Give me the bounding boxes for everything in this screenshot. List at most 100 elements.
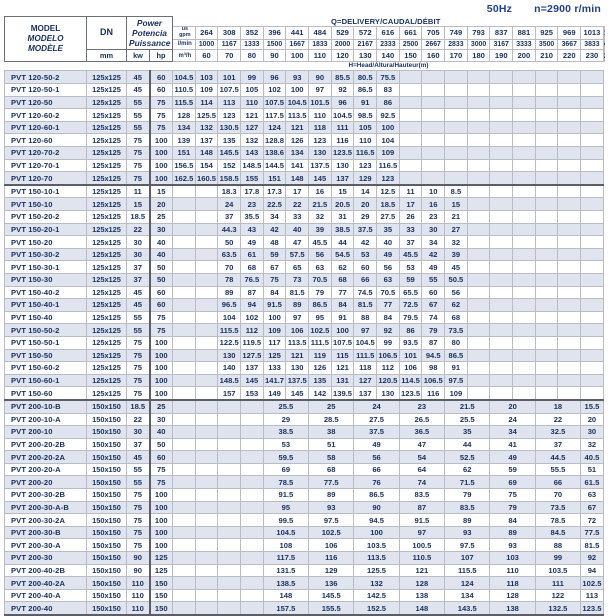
cell-head-value: 126 xyxy=(308,361,332,375)
cell-model: PVT 150-60 xyxy=(4,386,87,401)
cell-head-value: 148 xyxy=(262,588,310,603)
cell-empty xyxy=(512,373,536,388)
table-row[interactable]: PVT 150-40-1 125x125 45 60 96.5 94 91.5 89 86.5 8… xyxy=(4,298,605,312)
cell-head-value: 93 xyxy=(444,525,491,540)
table-row[interactable]: PVT 200-20 150x150 55 75 78.5 77.5 76 74 71.5 69 6… xyxy=(4,475,605,490)
cell-head-value: 18.3 xyxy=(217,183,242,199)
table-row[interactable]: PVT 200-10 150x150 30 40 38.5 38 37.5 36.5 35 34 3… xyxy=(4,425,605,439)
cell-head-value: 84 xyxy=(262,285,287,300)
cell-empty xyxy=(580,285,604,300)
cell-empty xyxy=(217,462,242,477)
cell-dn: 125x125 xyxy=(86,133,127,148)
unit-m3h: m³/h xyxy=(172,49,196,63)
cell-hp: 150 xyxy=(148,588,173,603)
table-row[interactable]: PVT 150-20-2 125x125 18.5 25 37 35.5 34 33 32 31 2… xyxy=(4,210,605,224)
table-row[interactable]: PVT 150-50 125x125 75 100 130 127.5 125 121 119 1… xyxy=(4,348,605,363)
cell-head-value: 109 xyxy=(262,323,287,337)
cell-head-value: 59 xyxy=(398,273,423,287)
table-row[interactable]: PVT 200-30-A 150x150 75 100 108 106 103.5 100.5… xyxy=(4,538,605,553)
cell-empty xyxy=(466,95,491,110)
table-row[interactable]: PVT 200-30-B 150x150 75 100 104.5 102.5 100 97 9… xyxy=(4,525,605,540)
cell-head-value: 12.5 xyxy=(376,183,400,199)
table-row[interactable]: PVT 150-20 125x125 30 40 50 49 48 47 45.5 44 42 40 3… xyxy=(4,235,605,249)
cell-empty xyxy=(557,158,582,173)
cell-head-value: 137 xyxy=(240,361,264,375)
cell-kw: 11 xyxy=(126,183,150,199)
cell-empty xyxy=(489,386,514,401)
cell-empty xyxy=(534,133,559,148)
cell-kw: 30 xyxy=(126,425,150,439)
table-row[interactable]: PVT 150-30 125x125 37 50 78 76.5 75 73 70.5 68 66 6… xyxy=(4,273,605,287)
cell-head-value: 91.5 xyxy=(398,513,446,527)
cell-head-value: 138.6 xyxy=(262,146,287,160)
cell-head-value: 145 xyxy=(285,386,310,401)
cell-hp: 15 xyxy=(148,183,173,199)
cell-head-value: 63 xyxy=(308,260,332,274)
table-row[interactable]: PVT 200-30-2A 150x150 75 100 99.5 97.5 94.5 91.… xyxy=(4,513,605,527)
table-row[interactable]: PVT 150-30-1 125x125 37 50 70 68 67 65 63 62 60 56 5… xyxy=(4,260,605,274)
table-row[interactable]: PVT 200-20-2B 150x150 37 50 53 51 49 47 44 41 37 32 xyxy=(4,437,605,452)
table-row[interactable]: PVT 200-40-2B 150x150 90 125 131.5 129 125.5 12… xyxy=(4,563,605,578)
cell-empty xyxy=(534,235,559,249)
cell-head-value: 21.5 xyxy=(308,197,332,211)
cell-model: PVT 200-30-A xyxy=(4,538,87,553)
cell-head-value: 107.5 xyxy=(262,95,287,110)
cell-empty xyxy=(580,83,604,97)
cell-model: PVT 150-20-1 xyxy=(4,222,87,237)
table-row[interactable]: PVT 150-60-1 125x125 75 100 148.5 145 141.7 137… xyxy=(4,373,605,388)
table-row[interactable]: PVT 150-50-1 125x125 75 100 122.5 119.5 117 113… xyxy=(4,335,605,350)
table-row[interactable]: PVT 200-20-2A 150x150 45 60 59.5 58 56 54 52.5 49… xyxy=(4,450,605,464)
cell-head-value: 103.5 xyxy=(353,538,400,553)
cell-head-value: 118 xyxy=(353,361,378,375)
cell-head-value: 127.5 xyxy=(240,348,264,363)
table-row[interactable]: PVT 200-30-2B 150x150 75 100 91.5 89 86.5 83.5 7… xyxy=(4,488,605,502)
model-header-line2: MODELO xyxy=(27,34,64,44)
table-row[interactable]: PVT 150-60 125x125 75 100 157 153 149 145 142 139… xyxy=(4,386,605,401)
table-row[interactable]: PVT 150-60-2 125x125 75 100 140 137 133 130 126 1… xyxy=(4,361,605,375)
flow-value: 3000 xyxy=(466,38,491,51)
cell-empty xyxy=(194,538,219,553)
flow-value: 529 xyxy=(330,26,355,40)
table-row[interactable]: PVT 120-60-2 125x125 55 75 128 125.5 123 121 117… xyxy=(4,108,605,122)
cell-head-value: 45.5 xyxy=(308,235,332,249)
cell-head-value: 105 xyxy=(353,120,378,135)
table-row[interactable]: PVT 150-10-1 125x125 11 15 18.3 17.8 17.3 17 16 1… xyxy=(4,183,605,199)
table-row[interactable]: PVT 200-20-A 150x150 55 75 69 68 66 64 62 59 55.5 5… xyxy=(4,462,605,477)
table-row[interactable]: PVT 150-10 125x125 15 20 24 23 22.5 22 21.5 20.5 2… xyxy=(4,197,605,211)
table-row[interactable]: PVT 150-20-1 125x125 22 30 44.3 43 42 40 39 38.5 3… xyxy=(4,222,605,237)
cell-head-value: 98.5 xyxy=(353,108,378,122)
table-row[interactable]: PVT 150-40 125x125 55 75 104 102 100 97 95 91 88 84… xyxy=(4,310,605,325)
cell-head-value: 132 xyxy=(194,120,219,135)
table-row[interactable]: PVT 120-60-1 125x125 55 75 134 132 130.5 127 124… xyxy=(4,120,605,135)
table-row[interactable]: PVT 200-30-A-B 150x150 75 100 95 93 90 87 83.5 79… xyxy=(4,500,605,515)
table-row[interactable]: PVT 200-40-A 150x150 110 150 148 145.5 142.5 13… xyxy=(4,588,605,603)
table-row[interactable]: PVT 150-50-2 125x125 55 75 115.5 112 109 106 102… xyxy=(4,323,605,337)
cell-model: PVT 200-40-2B xyxy=(4,563,87,578)
table-row[interactable]: PVT 120-50-1 125x125 45 60 110.5 109 107.5 105 1… xyxy=(4,83,605,97)
table-row[interactable]: PVT 120-60 125x125 75 100 139 137 135 132 128.8 1… xyxy=(4,133,605,148)
flow-value: 130 xyxy=(353,49,378,63)
cell-empty xyxy=(534,197,559,211)
table-row[interactable]: PVT 200-10-B 150x150 18.5 25 25.5 25 24 23 21.5 2… xyxy=(4,398,605,414)
table-row[interactable]: PVT 200-30 150x150 90 125 117.5 116 113.5 110.5… xyxy=(4,551,605,565)
table-row[interactable]: PVT 120-70-1 125x125 75 100 156.5 154 152 148.5… xyxy=(4,158,605,173)
table-row[interactable]: PVT 150-40-2 125x125 45 60 89 87 84 81.5 79 77 74.… xyxy=(4,285,605,300)
table-row[interactable]: PVT 120-70-2 125x125 75 100 151 148 145.5 143 13… xyxy=(4,146,605,160)
cell-head-value: 91.5 xyxy=(262,298,287,312)
table-row[interactable]: PVT 150-30-2 125x125 30 40 63.5 61 59 57.5 56 54.… xyxy=(4,247,605,262)
table-row[interactable]: PVT 120-50 125x125 55 75 115.5 114 113 110 107.5… xyxy=(4,95,605,110)
cell-head-value: 123 xyxy=(353,158,378,173)
cell-head-value: 145 xyxy=(240,373,264,388)
table-row[interactable]: PVT 200-10-A 150x150 22 30 29 28.5 27.5 26.5 25.… xyxy=(4,412,605,427)
table-row[interactable]: PVT 120-50-2 125x125 45 60 104.5 103 101 99 96 93… xyxy=(4,70,605,85)
cell-empty xyxy=(398,120,423,135)
cell-head-value: 70.5 xyxy=(308,273,332,287)
cell-head-value: 140 xyxy=(217,361,242,375)
table-row[interactable]: PVT 120-70 125x125 75 100 162.5 160.5 158.5 155… xyxy=(4,171,605,186)
table-row[interactable]: PVT 200-40-2A 150x150 110 150 138.5 136 132 128… xyxy=(4,576,605,590)
cell-head-value: 87 xyxy=(421,335,446,350)
cell-head-value: 66 xyxy=(353,273,378,287)
table-row[interactable]: PVT 200-40 150x150 110 150 157.5 155.5 152.5 14… xyxy=(4,601,605,616)
cell-head-value: 73.5 xyxy=(444,323,468,337)
cell-head-value: 93 xyxy=(489,538,536,553)
